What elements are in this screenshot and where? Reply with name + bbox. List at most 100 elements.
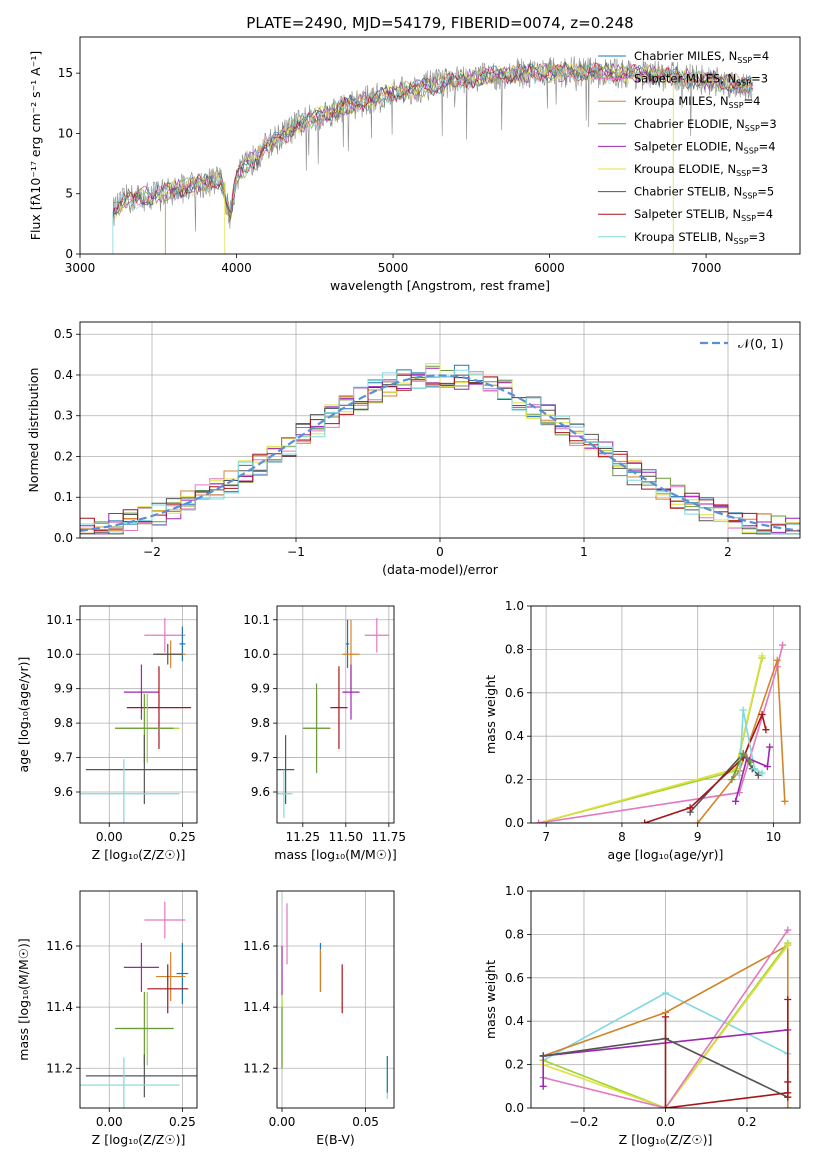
y-tick-label: 11.6 [243, 939, 270, 953]
weight-point-marker [781, 797, 789, 805]
model-spectrum-line [112, 62, 754, 211]
weight-point-marker [758, 711, 766, 718]
y-tick-label: 0.0 [505, 816, 524, 830]
y-tick-label: 0.4 [505, 729, 524, 743]
legend-entry: Chabrier MILES, NSSP=4 [634, 49, 769, 65]
y-tick-label: 11.4 [243, 1000, 270, 1014]
plot-area [80, 901, 197, 1108]
x-axis-label: E(B-V) [316, 1132, 355, 1147]
observed-spectrum-line [112, 56, 753, 232]
legend-entry-count: =3 [749, 230, 766, 244]
legend-entry-subscript: SSP [741, 214, 756, 223]
y-axis-label: age [log₁₀(age/yr)] [16, 657, 31, 773]
x-tick-label: 0.00 [269, 1115, 296, 1129]
weight-point-marker [686, 804, 694, 812]
errorbar-point [176, 942, 189, 1005]
plot-area [539, 926, 792, 1108]
y-tick-label: 0.4 [54, 368, 73, 382]
weight-point-marker [773, 656, 781, 664]
y-tick-label: 9.9 [251, 682, 270, 696]
x-tick-label: 0.25 [169, 1115, 196, 1129]
errorbar-point [126, 666, 192, 749]
y-tick-label: 9.8 [54, 716, 73, 730]
plot-area [281, 903, 388, 1099]
legend-entry-subscript: SSP [736, 169, 751, 178]
weight-series-line [538, 644, 784, 823]
axes-frame [79, 890, 198, 1109]
chart-title: PLATE=2490, MJD=54179, FIBERID=0074, z=0… [246, 14, 633, 32]
weight-series-line [543, 929, 789, 1108]
legend-entry-count: =3 [760, 117, 777, 131]
y-tick-label: 9.8 [251, 716, 270, 730]
legend-entry-name: Chabrier MILES, N [634, 49, 737, 63]
mass-vs-ebv-panel: 0.00 0.05 11.2 11.4 11.6 E(B-V) [243, 890, 395, 1147]
plot-area [277, 618, 389, 818]
axes-frame [530, 890, 801, 1109]
x-tick-label: 1 [580, 545, 588, 559]
x-tick-label: 3000 [65, 261, 96, 275]
weight-point-marker [539, 1082, 547, 1090]
y-tick-label: 5 [65, 187, 73, 201]
x-tick-label: 0.2 [737, 1115, 756, 1129]
normal-distribution-curve [80, 374, 800, 532]
y-tick-label: 10.1 [243, 613, 270, 627]
legend-entry-name: Chabrier ELODIE, N [634, 117, 745, 131]
weight-point-marker [735, 789, 743, 797]
weight-series-line [734, 746, 771, 802]
y-tick-label: 11.2 [46, 1061, 73, 1075]
y-tick-label: 1.0 [505, 599, 524, 613]
errorbar-point [123, 942, 159, 992]
y-tick-label: 0.2 [54, 449, 73, 463]
y-tick-label: 0.6 [505, 971, 524, 985]
x-tick-label: −1 [287, 545, 305, 559]
legend-entry-subscript: SSP [745, 124, 760, 133]
spectrum-panel: 3000 4000 5000 6000 7000 0 5 10 15 wavelength [An… [28, 14, 801, 293]
x-tick-label: 11.50 [329, 830, 363, 844]
errorbar-point [179, 626, 186, 662]
y-tick-label: 10.0 [243, 647, 270, 661]
legend-entry-count: =4 [744, 94, 761, 108]
weight-point-marker [739, 750, 747, 758]
weight-point-marker [758, 652, 766, 660]
legend-entry-subscript: SSP [736, 79, 751, 88]
legend-entry: Salpeter MILES, NSSP=3 [634, 72, 768, 88]
y-axis-label: mass weight [483, 960, 498, 1039]
x-tick-label: 11.75 [372, 830, 406, 844]
weight-series-line [664, 999, 789, 1108]
x-tick-label: 0.00 [96, 1115, 123, 1129]
plot-area [80, 363, 800, 538]
legend-entry-subscript: SSP [737, 56, 752, 65]
weight-point-marker [747, 758, 755, 766]
y-tick-label: 0 [65, 247, 73, 261]
y-axis-label: Flux [fλ10⁻¹⁷ erg cm⁻² s⁻¹ A⁻¹] [28, 51, 43, 240]
y-axis-label: Normed distribution [26, 368, 41, 493]
x-tick-label: 0 [436, 545, 444, 559]
weight-point-marker [784, 1104, 792, 1108]
weight-point-marker [641, 819, 649, 823]
legend-entry: Kroupa ELODIE, NSSP=3 [634, 162, 768, 178]
weight-point-marker [539, 1052, 547, 1060]
y-tick-label: 0.3 [54, 409, 73, 423]
weight-point-marker [762, 726, 770, 734]
x-tick-label: 8 [618, 830, 626, 844]
y-tick-label: 0.2 [505, 773, 524, 787]
errorbar-point [147, 964, 189, 1014]
weight-point-marker [784, 1078, 792, 1086]
y-tick-label: 0.5 [54, 327, 73, 341]
axes-frame [79, 605, 198, 824]
weight-point-marker [662, 1013, 669, 1021]
y-tick-label: 1.0 [505, 884, 524, 898]
axes-frame [530, 605, 801, 824]
weight-point-marker [766, 743, 774, 751]
x-tick-label: 11.25 [286, 830, 320, 844]
weight-point-marker [758, 769, 766, 777]
model-spectrum-line [112, 62, 754, 219]
weight-series-line [542, 944, 789, 1108]
age-vs-mass-panel: 11.25 11.50 11.75 9.6 9.7 9.8 9.9 10.0 10.1 mass … [243, 605, 406, 862]
x-axis-label: wavelength [Angstrom, rest frame] [330, 278, 550, 293]
y-tick-label: 0.8 [505, 927, 524, 941]
weight-series-line [697, 660, 786, 823]
legend-entry: 𝒩(0, 1) [738, 336, 784, 351]
weight-point-marker [751, 765, 759, 773]
weight-point-marker [662, 989, 669, 997]
